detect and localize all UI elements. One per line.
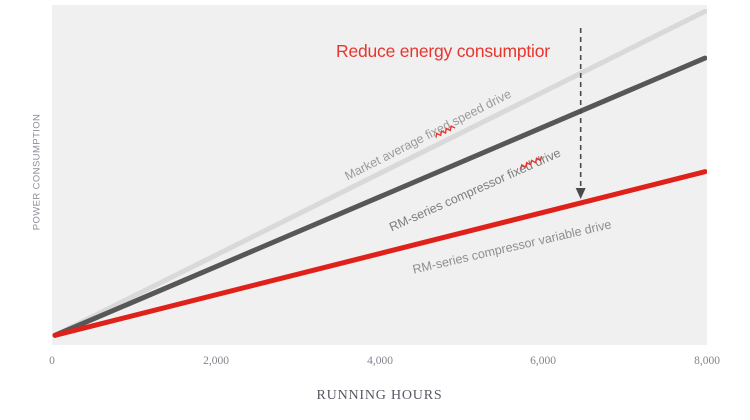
spellcheck-squiggle-icon bbox=[434, 123, 457, 139]
x-tick-4000: 4,000 bbox=[367, 355, 393, 367]
x-tick-8000: 8,000 bbox=[694, 355, 720, 367]
series-line-2 bbox=[52, 169, 707, 338]
x-tick-0: 0 bbox=[49, 355, 55, 367]
x-tick-6000: 6,000 bbox=[530, 355, 556, 367]
x-axis-label: RUNNING HOURS bbox=[316, 388, 443, 403]
spellcheck-squiggle-icon bbox=[519, 154, 546, 171]
x-tick-2000: 2,000 bbox=[203, 355, 229, 367]
series-line-1 bbox=[52, 55, 707, 338]
annotation-text: Reduce energy consumptior bbox=[336, 41, 550, 61]
annotation-arrowhead-icon bbox=[575, 188, 586, 199]
plot-area bbox=[52, 5, 707, 345]
y-axis-label: POWER CONSUMPTION bbox=[31, 113, 43, 231]
plot-lines-svg bbox=[52, 8, 707, 338]
series-line-0 bbox=[52, 8, 707, 338]
